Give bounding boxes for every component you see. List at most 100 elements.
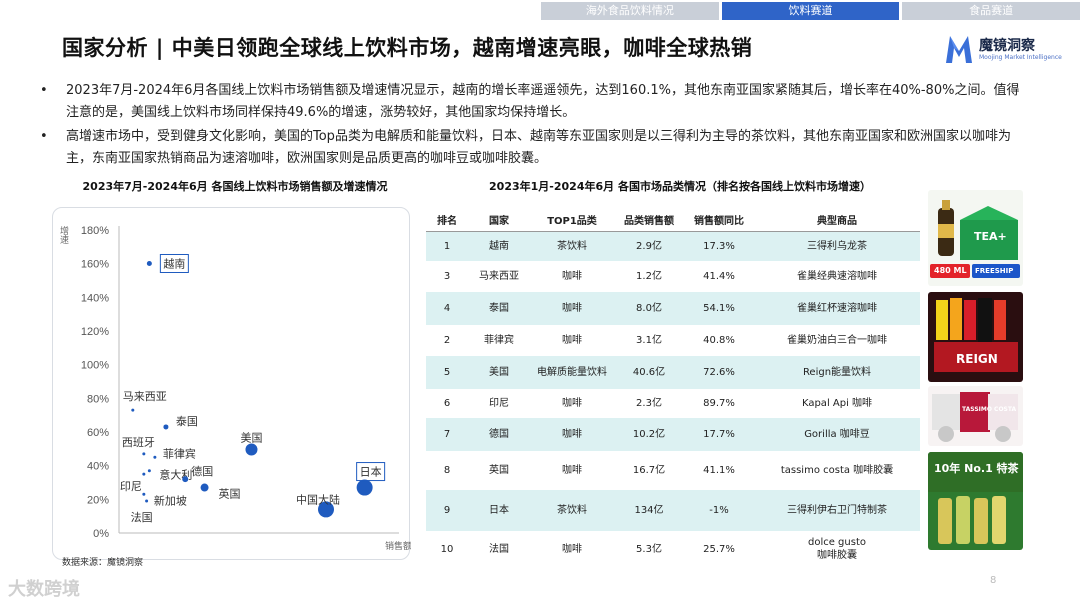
data-label-越南: 越南	[163, 256, 185, 270]
cell-category-sales: 2.3亿	[614, 389, 684, 418]
cell-rank: 4	[426, 291, 468, 326]
col-header-category-sales: 品类销售额	[614, 209, 684, 232]
cell-sales-yoy: 54.1%	[684, 291, 754, 326]
data-point-印尼	[142, 472, 146, 476]
y-axis-label: 增速	[58, 225, 69, 245]
cell-sales-yoy: 89.7%	[684, 389, 754, 418]
cell-country: 印尼	[468, 389, 530, 418]
cell-top-category: 咖啡	[530, 325, 614, 356]
y-tick-label: 180%	[81, 225, 109, 237]
cell-sales-yoy: 72.6%	[684, 355, 754, 390]
table-row: 5 美国 电解质能量饮料 40.6亿 72.6% Reign能量饮料	[426, 355, 920, 390]
top-tab-bar: 海外食品饮料情况 饮料赛道 食品赛道	[541, 2, 1080, 20]
data-label-印尼: 印尼	[120, 480, 142, 493]
scatter-chart-panel: 0% 20% 40% 60% 80% 100% 120% 140% 160% 180% 增速 销售额 越…	[52, 207, 411, 560]
data-point-越南	[146, 260, 152, 266]
category-table: 排名 国家 TOP1品类 品类销售额 销售额同比 典型商品 1 越南 茶饮料 2.9亿…	[426, 209, 920, 568]
data-label-西班牙: 西班牙	[122, 436, 155, 449]
data-label-box-越南	[159, 253, 189, 273]
table-row: 10 法国 咖啡 5.3亿 25.7% dolce gusto 咖啡胶囊	[426, 531, 920, 568]
source-note: 数据来源：魔镜洞察	[62, 558, 144, 568]
tab-overseas-food-beverage[interactable]: 海外食品饮料情况	[541, 2, 719, 20]
y-tick-label: 0%	[93, 528, 109, 540]
cell-sales-yoy: 17.3%	[684, 231, 754, 262]
product-caption: 10年 No.1 特茶	[934, 462, 1019, 475]
cell-sales-yoy: 41.1%	[684, 451, 754, 490]
data-point-马来西亚	[131, 408, 135, 412]
cell-typical-product: Reign能量饮料	[754, 355, 920, 390]
cell-rank: 9	[426, 489, 468, 532]
summary-bullets: 2023年7月-2024年6月各国线上饮料市场销售额及增速情况显示，越南的增长率…	[40, 80, 1030, 172]
data-point-意大利	[147, 469, 151, 473]
table-row: 6 印尼 咖啡 2.3亿 89.7% Kapal Api 咖啡	[426, 389, 920, 418]
y-tick-label: 80%	[87, 393, 109, 405]
cell-category-sales: 8.0亿	[614, 291, 684, 326]
tab-beverage-track[interactable]: 饮料赛道	[721, 2, 900, 20]
cell-typical-product: Kapal Api 咖啡	[754, 389, 920, 418]
energy-can-icon	[934, 298, 1018, 372]
product-image-tea-plus: TEA+ 480 ML FREESHIP	[928, 190, 1023, 286]
cell-category-sales: 5.3亿	[614, 531, 684, 568]
data-point-美国	[245, 443, 258, 456]
cell-typical-product: 雀巢经典速溶咖啡	[754, 261, 920, 292]
cell-rank: 3	[426, 261, 468, 292]
cell-country: 越南	[468, 231, 530, 262]
product-caption: REIGN	[956, 352, 998, 366]
product-badge: FREESHIP	[975, 267, 1014, 275]
page-number: 8	[990, 575, 997, 586]
col-header-rank: 排名	[426, 209, 468, 232]
cell-country: 英国	[468, 451, 530, 490]
cell-typical-product: 三得利伊右卫门特制茶	[754, 489, 920, 532]
data-point-泰国	[163, 424, 169, 430]
table-row: 9 日本 茶饮料 134亿 -1% 三得利伊右卫门特制茶	[426, 489, 920, 532]
table-row: 2 菲律宾 咖啡 3.1亿 40.8% 雀巢奶油白三合一咖啡	[426, 325, 920, 356]
brand-subtitle: Moojing Market Intelligence	[979, 54, 1062, 61]
table-row: 4 泰国 咖啡 8.0亿 54.1% 雀巢红杯速溶咖啡	[426, 291, 920, 326]
tab-food-track[interactable]: 食品赛道	[902, 2, 1080, 20]
cell-top-category: 咖啡	[530, 531, 614, 568]
cell-category-sales: 134亿	[614, 489, 684, 532]
col-header-country: 国家	[468, 209, 530, 232]
cell-category-sales: 40.6亿	[614, 355, 684, 390]
cell-top-category: 咖啡	[530, 389, 614, 418]
data-point-新加坡	[142, 492, 146, 496]
data-label-法国: 法国	[131, 510, 153, 524]
cell-category-sales: 3.1亿	[614, 325, 684, 356]
y-tick-label: 120%	[81, 326, 109, 338]
cell-country: 泰国	[468, 291, 530, 326]
cell-typical-product: tassimo costa 咖啡胶囊	[754, 451, 920, 490]
data-label-泰国: 泰国	[176, 414, 198, 428]
data-label-新加坡: 新加坡	[154, 493, 187, 507]
product-image-reign: REIGN	[928, 292, 1023, 382]
cell-rank: 6	[426, 389, 468, 418]
data-point-德国	[182, 476, 189, 483]
product-image-japan-tea: 10年 No.1 特茶	[928, 452, 1023, 550]
cell-top-category: 茶饮料	[530, 489, 614, 532]
cell-sales-yoy: 41.4%	[684, 261, 754, 292]
data-label-中国大陆: 中国大陆	[296, 492, 340, 506]
cell-category-sales: 1.2亿	[614, 261, 684, 292]
data-label-box-日本	[356, 462, 386, 482]
product-images-column: TEA+ 480 ML FREESHIP REIGN TASSIMO COSTA	[928, 190, 1023, 552]
cell-sales-yoy: 17.7%	[684, 417, 754, 452]
cell-rank: 1	[426, 231, 468, 262]
x-axis-label: 销售额	[385, 540, 411, 552]
cell-typical-product: dolce gusto 咖啡胶囊	[754, 531, 920, 568]
y-tick-label: 160%	[81, 259, 109, 271]
cell-country: 日本	[468, 489, 530, 532]
product-caption: TEA+	[974, 230, 1007, 243]
data-label-马来西亚: 马来西亚	[123, 390, 167, 403]
chart-title: 2023年7月-2024年6月 各国线上饮料市场销售额及增速情况	[82, 180, 388, 193]
y-tick-label: 40%	[87, 461, 109, 473]
cell-country: 马来西亚	[468, 261, 530, 292]
col-header-sales-yoy: 销售额同比	[684, 209, 754, 232]
product-caption: TASSIMO COSTA	[962, 406, 1017, 413]
cell-rank: 10	[426, 531, 468, 568]
col-header-typical-product: 典型商品	[754, 209, 920, 232]
cell-country: 德国	[468, 417, 530, 452]
table-row: 8 英国 咖啡 16.7亿 41.1% tassimo costa 咖啡胶囊	[426, 451, 920, 490]
cell-typical-product: Gorilla 咖啡豆	[754, 417, 920, 452]
data-label-美国: 美国	[240, 432, 262, 445]
y-tick-label: 100%	[81, 360, 109, 372]
